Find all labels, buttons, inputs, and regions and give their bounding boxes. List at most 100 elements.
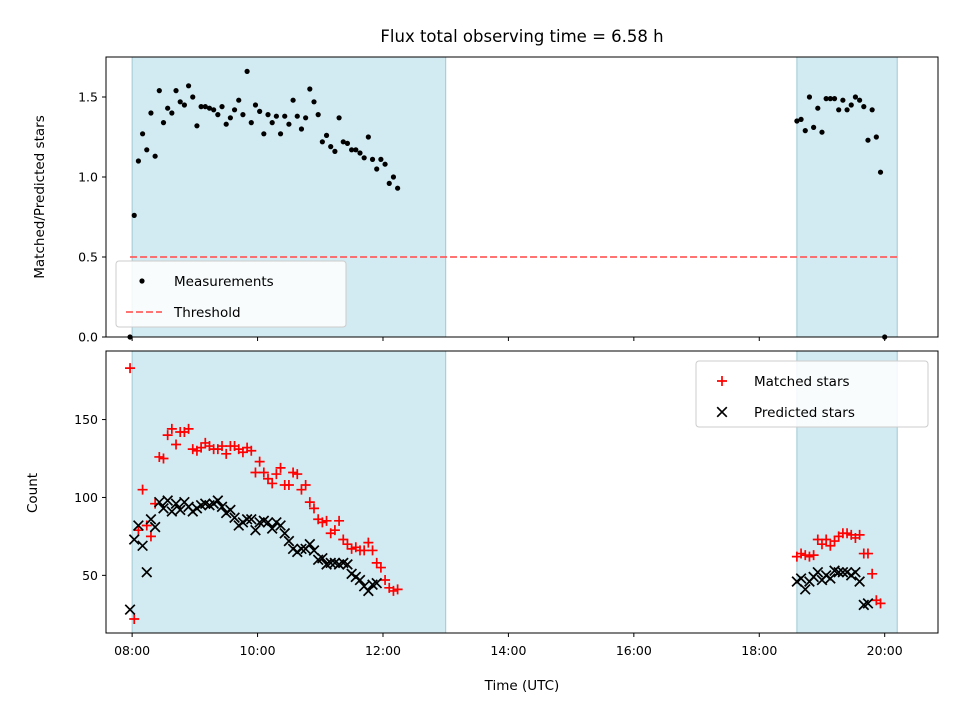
measurements-point [265,112,271,118]
matched-stars-point [137,484,148,495]
matched-stars-legend-label: Matched stars [754,374,850,390]
measurements-point [303,115,309,121]
count-legend: Matched stars Predicted stars [695,360,929,428]
predicted-stars-point [325,557,337,569]
measurements-point [369,156,376,162]
measurements-point [848,102,854,108]
measurements-point [165,105,171,111]
measurements-point [227,115,233,121]
measurements-point [273,113,279,119]
predicted-stars-point [216,501,228,513]
matched-stars-point [171,439,182,450]
measurements-point [173,88,179,94]
predicted-stars-point [224,504,236,516]
measurements-point [156,88,162,94]
measurements-point [840,97,846,103]
predicted-stars-point [308,545,320,556]
matched-stars-point [359,545,370,556]
ratio-legend: Measurements Threshold [115,260,347,328]
ratio-y-axis-label: Matched/Predicted stars [32,115,48,278]
measurements-point [798,116,804,122]
measurements-point [252,102,259,108]
predicted-stars-point [850,566,861,578]
measurements-point [869,107,875,113]
axes-frame [105,350,939,634]
matched-stars-point [254,456,265,467]
count-panel: 50 100 150 08:00 10:00 12:00 14:00 16:00 18:00 20… [74,350,939,658]
measurements-point [231,107,238,113]
measurements-point [269,120,275,126]
measurements-point [282,113,288,119]
measurements-point [802,128,808,134]
x-tick-label: 14:00 [490,643,526,658]
measurements-point [202,104,208,110]
predicted-stars-point [128,534,140,545]
predicted-stars-point [795,573,807,584]
measurements-point [248,120,254,126]
predicted-stars-point [137,540,148,552]
matched-stars-point [283,479,294,490]
matched-stars-point [125,363,136,374]
matched-stars-point [129,613,140,624]
measurements-point [181,102,187,108]
predicted-stars-point [170,498,182,510]
measurements-point [836,107,842,113]
measurements-point [365,134,371,140]
measurements-point [794,118,800,124]
measurements-point [336,115,342,121]
measurements-point [382,161,388,167]
legend-box [695,360,929,428]
y-tick-label: 150 [74,412,98,427]
predicted-stars-point [279,527,291,539]
matched-stars-point [380,575,391,586]
measurements-point [144,147,150,153]
measurements-point [307,86,313,92]
matched-stars-point [304,497,315,508]
matched-stars-point [162,430,173,441]
predicted-stars-point [296,543,307,555]
threshold-legend-label: Threshold [173,305,241,321]
measurements-point [844,107,850,113]
measurements-point [261,131,267,137]
matched-stars-point [292,469,303,480]
x-tick-label: 08:00 [114,643,150,658]
y-tick-label: 1.0 [78,170,98,185]
matched-stars-point [246,445,257,456]
measurements-point [852,94,859,100]
measurements-point [353,147,359,153]
measurements-point [236,97,242,103]
matched-stars-point [267,478,278,489]
matched-stars-point [250,467,261,478]
predicted-stars-point [833,566,845,578]
y-tick-label: 1.5 [78,90,98,105]
predicted-stars-point [304,538,316,550]
predicted-stars-point [354,574,366,586]
measurements-point [298,126,305,132]
chart-title: Flux total observing time = 6.58 h [380,27,663,46]
predicted-stars-point [153,496,165,508]
matched-stars-point [875,598,886,609]
measurements-point [328,144,334,150]
x-tick-label: 20:00 [867,643,903,658]
predicted-stars-point [799,583,811,595]
y-tick-label: 100 [74,490,98,505]
measurements-point [823,96,829,102]
measurements-point [131,212,137,218]
matched-stars-point [271,469,282,480]
measurements-point [319,139,325,145]
matched-stars-point [145,531,156,542]
predicted-stars-point [162,495,174,506]
matched-stars-point [183,423,194,434]
predicted-stars-point [133,520,144,531]
matched-stars-point [300,479,311,490]
predicted-stars-point [283,535,295,547]
measurements-point [386,180,392,186]
measurements-point [294,113,300,119]
measurements-point [244,68,250,74]
shaded-interval-0 [132,351,446,633]
predicted-stars-legend-swatch [716,406,728,418]
measurements-point [206,105,213,111]
measurements-point [198,104,204,110]
predicted-stars-point [837,566,849,578]
